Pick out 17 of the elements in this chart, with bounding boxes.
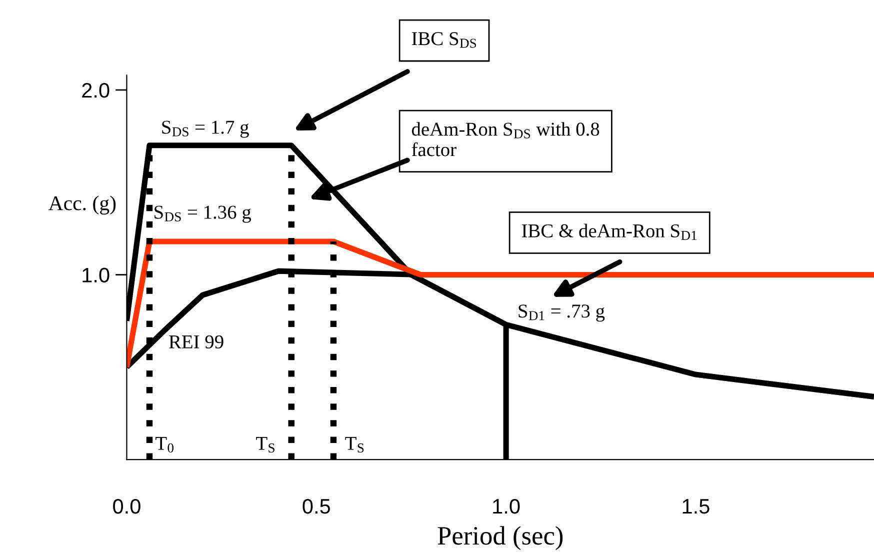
text: deAm-Ron S$_{DS}$ with 0.8 factor (412, 122, 600, 156)
y-tick-label: 2.0 (82, 82, 110, 98)
annotation: S$_{DS}$ = 1.7 g (162, 120, 249, 138)
annotation: T$_{0}$ (156, 437, 174, 453)
x-tick-label: 1.0 (493, 498, 520, 514)
x-axis-title: Period (sec) (438, 526, 563, 550)
y-axis-title: Acc. (g) (48, 196, 116, 215)
text: IBC S$_{DS}$ (412, 32, 476, 48)
annotation: REI 99 (169, 335, 224, 348)
annotation: IBC & deAm-Ron S$_{D1}$ (522, 224, 697, 240)
annotation: S$_{D1}$ = .73 g (518, 304, 605, 322)
annotation: T$_{S}$ (345, 437, 364, 453)
x-tick-label: 0.5 (302, 498, 330, 514)
annotation: S$_{DS}$ = 1.36 g (154, 206, 252, 223)
x-tick-label: 0.0 (113, 498, 140, 514)
annotation: T$_{S}$ (256, 437, 274, 453)
x-tick-label: 1.5 (682, 499, 710, 514)
